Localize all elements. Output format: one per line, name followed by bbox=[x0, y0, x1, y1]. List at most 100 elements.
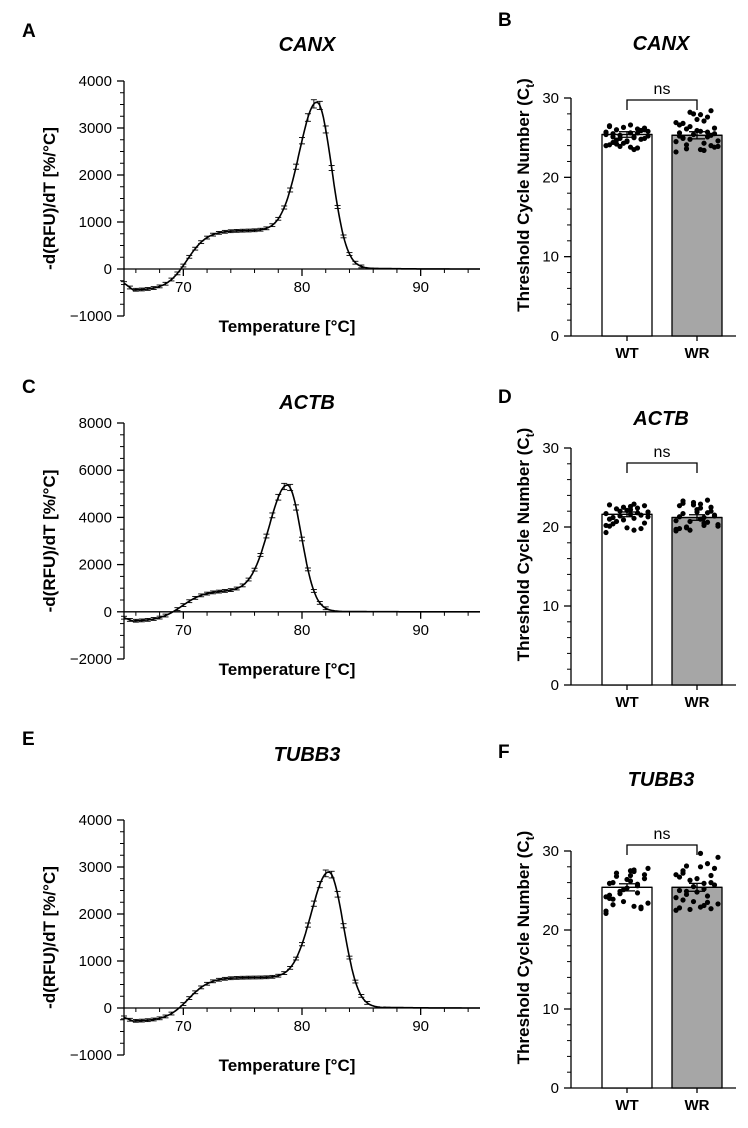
y-tick-label: 0 bbox=[551, 1080, 559, 1097]
bar-wt bbox=[601, 133, 653, 337]
data-point bbox=[694, 116, 700, 123]
data-point bbox=[631, 501, 637, 507]
data-point bbox=[641, 872, 648, 878]
data-point bbox=[697, 904, 704, 910]
data-point bbox=[687, 877, 693, 883]
data-point bbox=[704, 519, 711, 525]
data-point bbox=[613, 127, 620, 133]
data-point bbox=[645, 514, 651, 520]
panel-letter-d: D bbox=[498, 387, 512, 408]
data-point bbox=[697, 850, 704, 856]
y-axis-label: Threshold Cycle Number (Ct) bbox=[514, 428, 537, 662]
data-point bbox=[627, 868, 634, 874]
data-point bbox=[715, 901, 721, 907]
x-axis-label: Temperature [°C] bbox=[219, 660, 356, 679]
data-point bbox=[687, 109, 693, 115]
data-point bbox=[704, 899, 711, 905]
chart-title: TUBB3 bbox=[274, 744, 341, 766]
data-point bbox=[708, 108, 714, 114]
y-axis-label-subscript: t bbox=[523, 433, 537, 437]
data-point bbox=[610, 131, 616, 137]
y-tick-label: 4000 bbox=[79, 509, 112, 526]
data-point bbox=[610, 896, 616, 902]
data-point bbox=[610, 514, 616, 521]
category-label-wt: WT bbox=[615, 345, 638, 362]
data-point bbox=[680, 870, 686, 876]
y-axis-label-subscript: t bbox=[523, 836, 537, 840]
bar-wr bbox=[671, 516, 723, 686]
data-point bbox=[701, 118, 707, 124]
data-point bbox=[683, 142, 690, 148]
y-tick-label: 1000 bbox=[79, 214, 112, 231]
y-tick-label: 8000 bbox=[79, 415, 112, 432]
data-point bbox=[624, 525, 630, 531]
data-point bbox=[634, 890, 641, 896]
chart-title: ACTB bbox=[278, 392, 335, 414]
data-point bbox=[610, 902, 616, 908]
category-label-wr: WR bbox=[685, 694, 710, 711]
y-axis-label: Threshold Cycle Number (Ct) bbox=[514, 831, 537, 1065]
y-axis-label: Threshold Cycle Number (Ct) bbox=[514, 78, 537, 312]
data-point bbox=[631, 903, 637, 909]
data-point bbox=[676, 905, 683, 911]
data-point bbox=[620, 504, 627, 510]
significance-bracket bbox=[626, 462, 698, 473]
data-point bbox=[704, 497, 711, 503]
data-point bbox=[676, 525, 683, 532]
data-point bbox=[627, 872, 634, 879]
data-point bbox=[673, 119, 679, 126]
data-point bbox=[638, 136, 644, 142]
data-point bbox=[631, 527, 637, 533]
x-tick-label: 70 bbox=[175, 1018, 192, 1035]
chart-title: ACTB bbox=[632, 408, 689, 430]
melt-curve-line bbox=[123, 484, 480, 623]
y-tick-label: −1000 bbox=[70, 1047, 112, 1064]
x-axis-label: Temperature [°C] bbox=[219, 1056, 356, 1075]
data-point bbox=[610, 880, 616, 886]
x-tick-label: 90 bbox=[412, 1018, 429, 1035]
data-point bbox=[617, 508, 623, 514]
y-axis-label: -d(RFU)/dT [%/°C] bbox=[40, 470, 59, 613]
y-tick-label: 2000 bbox=[79, 906, 112, 923]
y-tick-label: 0 bbox=[104, 261, 112, 278]
chart-title: CANX bbox=[633, 33, 691, 55]
data-point bbox=[676, 887, 683, 894]
category-label-wr: WR bbox=[685, 345, 710, 362]
chart-title: CANX bbox=[279, 34, 337, 56]
y-axis-label-close: ) bbox=[514, 78, 533, 84]
data-point bbox=[683, 863, 690, 869]
data-point bbox=[704, 861, 711, 867]
category-label-wt: WT bbox=[615, 694, 638, 711]
data-point bbox=[627, 507, 634, 513]
x-tick-label: 80 bbox=[294, 279, 311, 296]
y-tick-label: −1000 bbox=[70, 308, 112, 325]
bar-wr bbox=[671, 886, 723, 1089]
data-point bbox=[620, 124, 627, 130]
data-point bbox=[613, 518, 620, 525]
y-tick-label: 3000 bbox=[79, 859, 112, 876]
y-axis-label-close: ) bbox=[514, 831, 533, 837]
y-tick-label: 0 bbox=[104, 1000, 112, 1017]
data-point bbox=[697, 501, 704, 507]
data-point bbox=[690, 502, 697, 508]
y-axis-label: -d(RFU)/dT [%/°C] bbox=[40, 866, 59, 1009]
data-point bbox=[708, 872, 714, 879]
y-tick-label: 10 bbox=[542, 249, 559, 266]
data-point bbox=[701, 140, 707, 146]
x-tick-label: 70 bbox=[175, 622, 192, 639]
y-axis-label-main: Threshold Cycle Number (C bbox=[514, 437, 533, 661]
data-point bbox=[708, 504, 714, 510]
x-tick-label: 90 bbox=[412, 279, 429, 296]
data-point bbox=[624, 876, 630, 883]
data-point bbox=[704, 129, 711, 135]
data-point bbox=[708, 143, 714, 149]
significance-label: ns bbox=[654, 826, 671, 843]
data-point bbox=[606, 502, 613, 508]
y-axis-label-close: ) bbox=[514, 428, 533, 434]
data-point bbox=[673, 149, 679, 155]
panel-letter-f: F bbox=[498, 742, 510, 763]
data-point bbox=[638, 525, 644, 532]
data-point bbox=[620, 517, 627, 523]
y-tick-label: 30 bbox=[542, 843, 559, 860]
y-axis-label: -d(RFU)/dT [%/°C] bbox=[40, 127, 59, 270]
